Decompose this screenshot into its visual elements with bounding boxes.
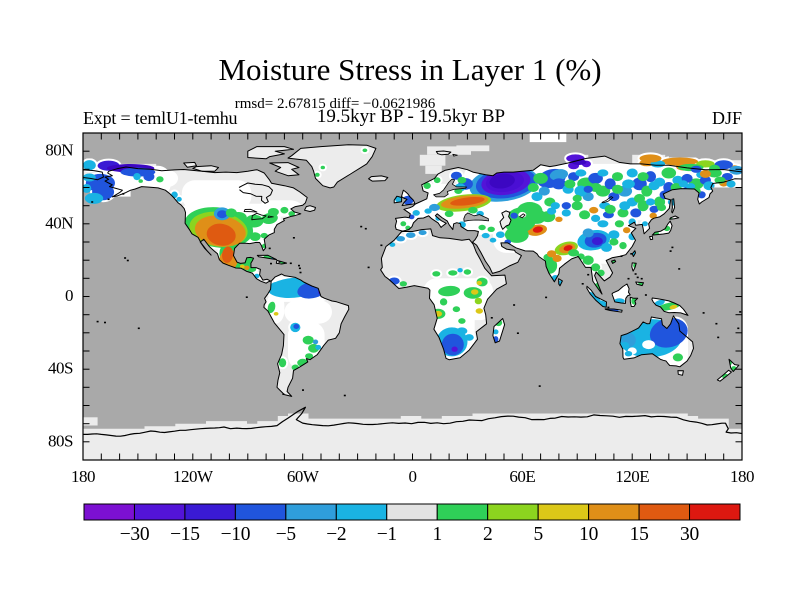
- svg-text:180: 180: [71, 467, 95, 486]
- svg-text:30: 30: [680, 524, 699, 545]
- svg-text:60W: 60W: [287, 467, 320, 486]
- svg-text:1: 1: [432, 524, 441, 545]
- svg-text:120W: 120W: [173, 467, 214, 486]
- svg-text:Expt = temlU1-temhu: Expt = temlU1-temhu: [83, 108, 238, 128]
- svg-text:−5: −5: [276, 524, 296, 545]
- svg-text:120E: 120E: [615, 467, 649, 486]
- svg-text:rmsd= 2.67815 diff= −0.0621986: rmsd= 2.67815 diff= −0.0621986: [235, 96, 436, 112]
- svg-text:40S: 40S: [48, 359, 73, 378]
- svg-text:80N: 80N: [45, 141, 73, 160]
- svg-text:−30: −30: [120, 524, 150, 545]
- svg-text:0: 0: [409, 467, 417, 486]
- svg-text:15: 15: [630, 524, 649, 545]
- svg-text:60E: 60E: [509, 467, 535, 486]
- svg-text:−2: −2: [326, 524, 346, 545]
- svg-text:10: 10: [579, 524, 598, 545]
- svg-text:5: 5: [533, 524, 542, 545]
- svg-text:DJF: DJF: [712, 108, 742, 128]
- svg-text:0: 0: [65, 286, 73, 305]
- svg-text:−10: −10: [221, 524, 251, 545]
- svg-text:180: 180: [730, 467, 754, 486]
- svg-text:19.5kyr BP - 19.5kyr BP: 19.5kyr BP - 19.5kyr BP: [317, 106, 505, 127]
- svg-text:−1: −1: [377, 524, 397, 545]
- svg-text:40N: 40N: [45, 213, 73, 232]
- svg-text:Moisture Stress in Layer 1 (%): Moisture Stress in Layer 1 (%): [218, 52, 601, 87]
- svg-text:2: 2: [483, 524, 492, 545]
- svg-text:80S: 80S: [48, 431, 73, 450]
- svg-text:−15: −15: [170, 524, 200, 545]
